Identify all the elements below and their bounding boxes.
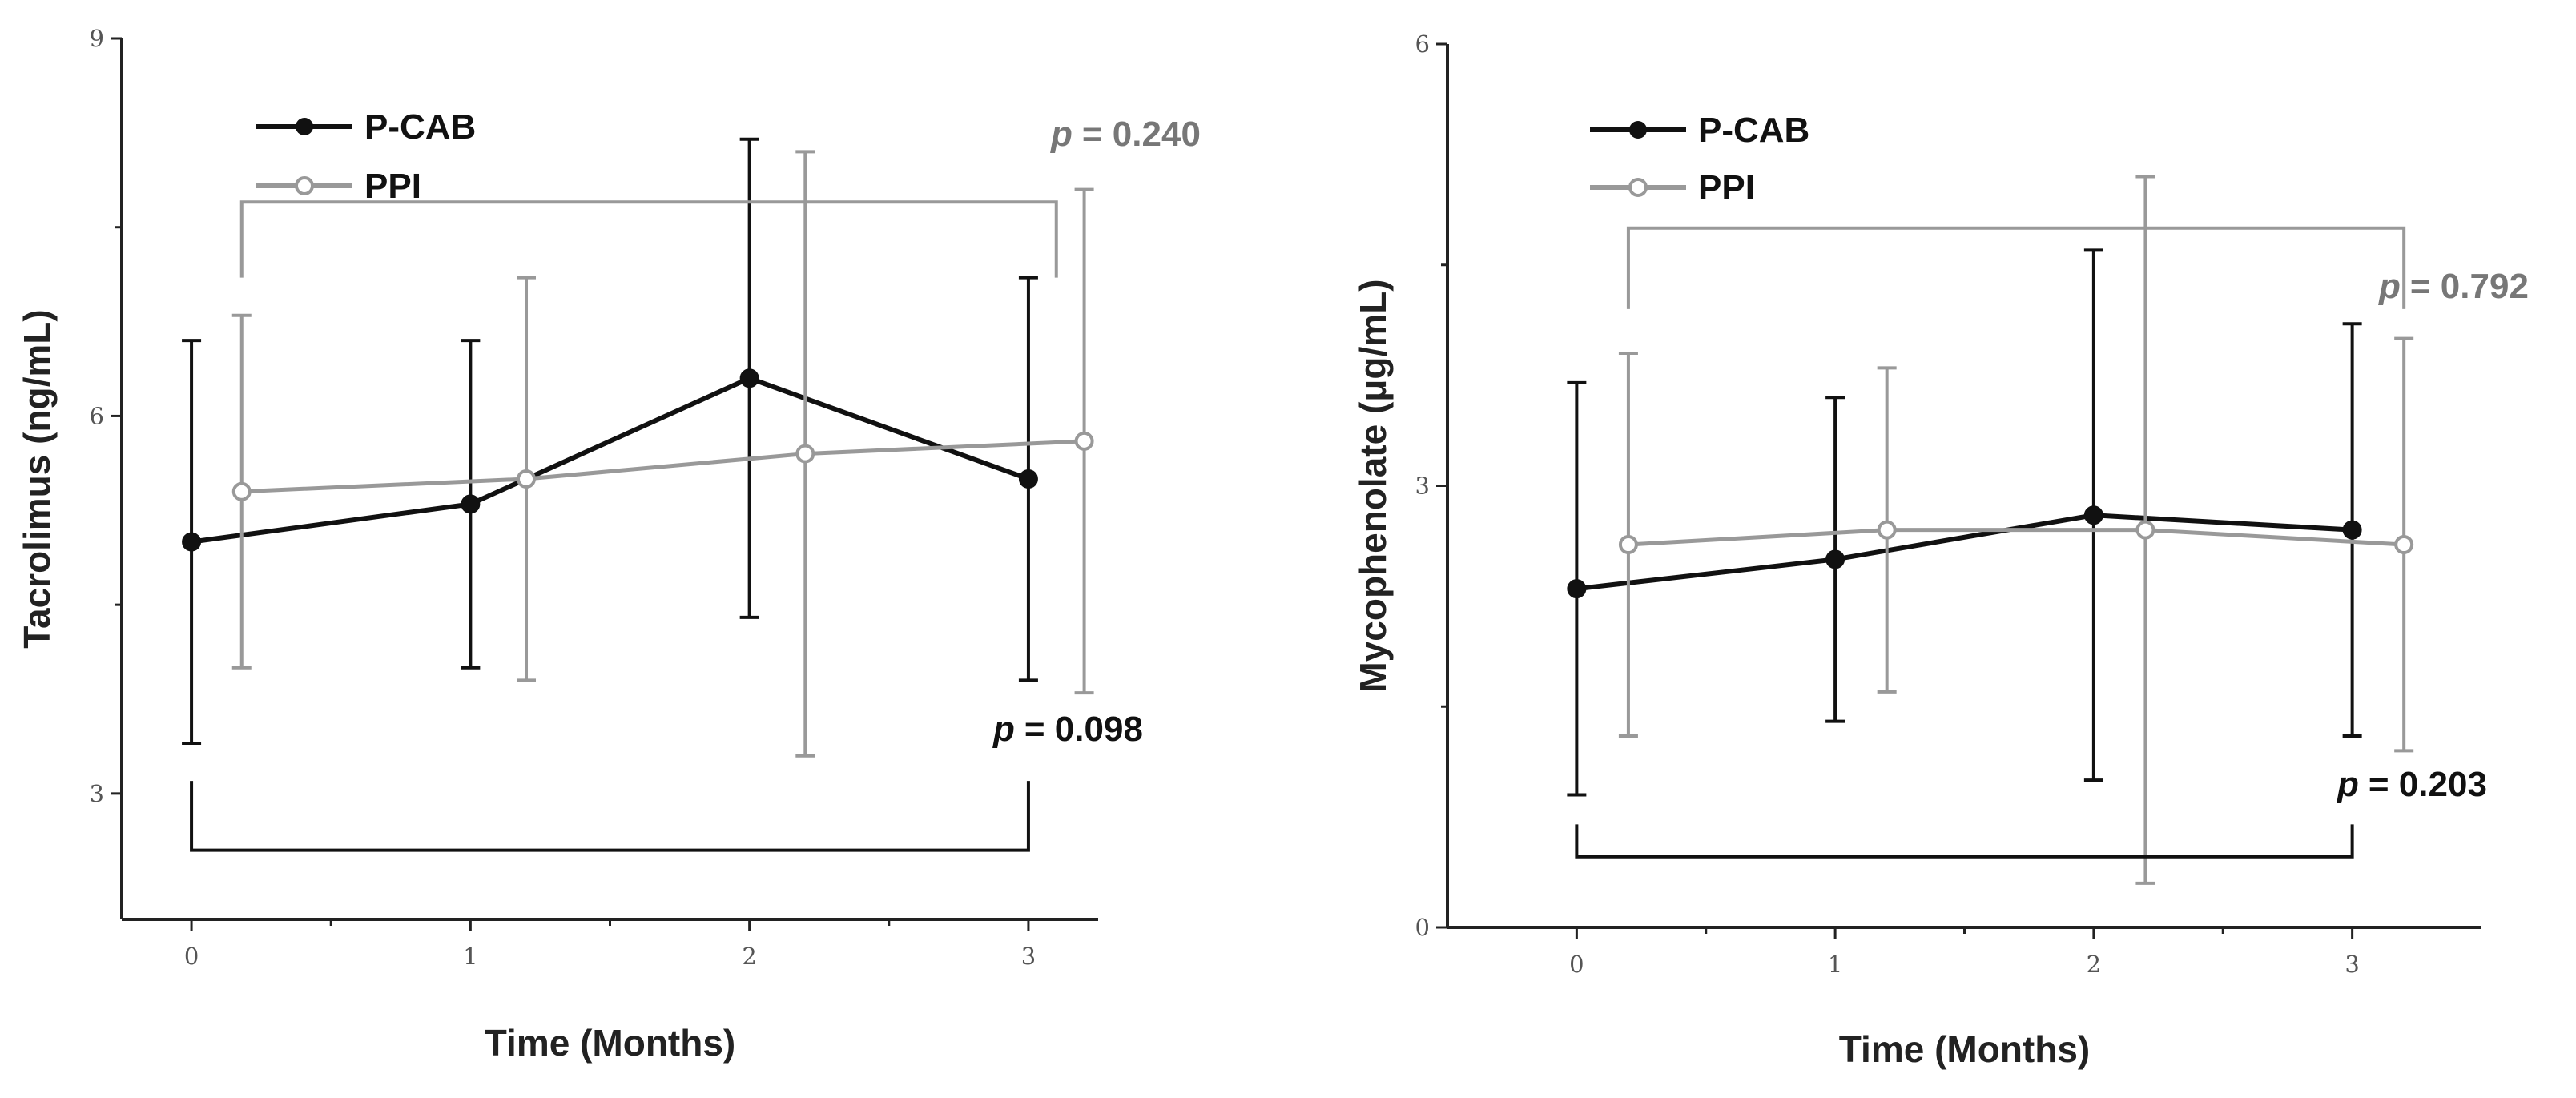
legend-item-pcab: P-CAB [1590,111,1809,150]
legend-item-ppi: PPI [1590,168,1755,207]
series-line [1628,528,2405,547]
legend-label: P-CAB [1698,111,1809,150]
data-point [1074,431,1094,451]
x-axis-title: Time (Months) [1839,1028,2090,1070]
p-symbol: p [2378,267,2401,306]
y-tick-label: 0 [1415,914,1430,941]
p-value: = 0.203 [2369,765,2487,804]
legend-item-pcab: P-CAB [256,107,476,147]
significance-bracket [1626,226,2406,309]
data-point [2135,520,2155,540]
data-point [1618,535,1638,555]
p-value-label: p = 0.240 [1050,115,1201,154]
x-tick-label: 3 [1021,943,1036,970]
significance-bracket [239,200,1058,278]
data-point [2342,520,2362,540]
data-point [517,469,537,489]
p-value-label: p = 0.792 [2378,267,2529,306]
p-value-label: p = 0.098 [992,710,1143,749]
significance-bracket [1575,824,2354,859]
data-point [795,444,815,464]
legend-item-ppi: PPI [256,167,421,206]
series-pcab [182,137,1038,745]
x-tick-label: 1 [463,943,477,970]
p-symbol: p [992,710,1015,749]
x-tick-label: 2 [2087,951,2101,978]
x-axis-title: Time (Months) [485,1022,735,1064]
data-point [2083,505,2103,525]
series-line [1576,513,2353,592]
p-value-label: p = 0.203 [2337,765,2487,804]
series-ppi [1618,175,2414,885]
legend-marker [1629,121,1647,139]
y-tick-label: 3 [90,780,104,807]
data-point [2394,535,2414,555]
data-point [1825,549,1845,569]
y-tick-label: 9 [90,25,104,52]
x-tick-label: 3 [2345,951,2359,978]
legend-label: PPI [364,167,421,206]
data-point [1018,469,1038,489]
x-tick-label: 1 [1828,951,1842,978]
series-ppi [231,150,1094,758]
data-point [461,494,481,514]
legend-label: P-CAB [364,107,476,147]
p-value: = 0.240 [1082,115,1201,154]
legend-marker [1628,178,1648,197]
series-line [241,439,1085,494]
y-tick-label: 6 [90,402,104,429]
legend-marker [296,118,313,135]
y-axis-title: Tacrolimus (ng/mL) [16,309,58,648]
data-point [1877,520,1897,540]
p-value: = 0.792 [2410,267,2529,306]
y-axis-title: Mycophenolate (μg/mL) [1352,279,1394,692]
legend-marker [295,176,314,195]
data-point [231,481,252,501]
x-tick-label: 0 [1569,951,1584,978]
data-point [739,368,759,388]
x-tick-label: 0 [184,943,199,970]
series-pcab [1567,248,2362,797]
series-line [191,376,1029,545]
data-point [1567,579,1587,599]
x-tick-label: 2 [742,943,756,970]
p-value: = 0.098 [1024,710,1143,749]
y-tick-label: 3 [1415,473,1430,500]
p-symbol: p [1050,115,1073,154]
significance-bracket [190,781,1030,852]
legend-label: PPI [1698,168,1755,207]
y-tick-label: 6 [1415,30,1430,58]
data-point [182,532,202,552]
p-symbol: p [2337,765,2359,804]
chart-2: 0 3 6 0 1 2 3 Time (Months) Mycophenolate (μg/mL… [1352,30,2529,1070]
